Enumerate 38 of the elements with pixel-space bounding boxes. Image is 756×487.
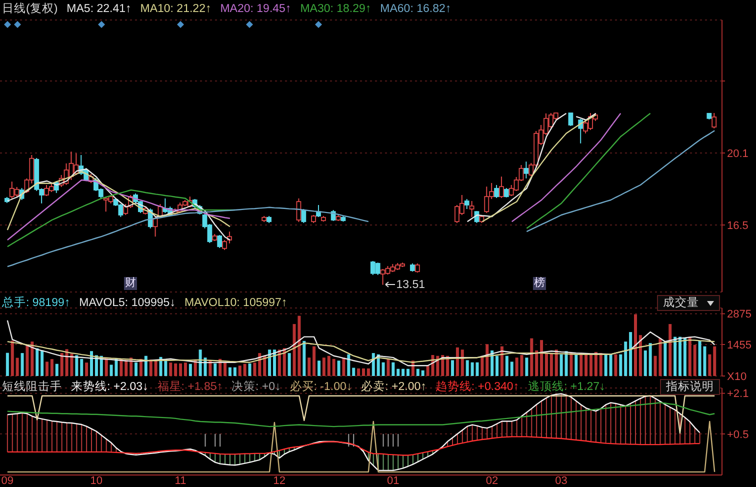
text: MA5: 22.41↑ <box>66 2 132 16</box>
y-tick-label: 16.5 <box>727 220 748 232</box>
text: MAVOL10: 105997↑ <box>184 296 288 310</box>
text: 决策: +0↓ <box>232 380 281 394</box>
y-tick-label: +2.1 <box>727 388 749 400</box>
y-tick-label: +0.5 <box>727 428 749 441</box>
chart-title: 短线阻击手 <box>2 380 62 394</box>
annotation: 财 <box>124 277 137 290</box>
annotation: 榜 <box>533 277 546 290</box>
x-tick-label: 02 <box>486 474 498 487</box>
annotation: 指标说明 <box>666 380 714 394</box>
button: 指标说明 <box>660 379 720 395</box>
text: MA20: 19.45↑ <box>220 2 292 16</box>
text: MAVOL5: 109995↓ <box>79 296 176 310</box>
text: 趋势线: +0.340↑ <box>435 380 520 394</box>
y-tick-label: 20.1 <box>727 148 748 160</box>
y-tick-label: X10 <box>727 370 747 383</box>
text: 必买: -1.00↓ <box>290 380 352 394</box>
annotation: 13.51 <box>396 278 426 292</box>
x-tick-label: 01 <box>387 474 400 487</box>
y-tick-label: 1455 <box>727 339 752 352</box>
text: MA10: 21.22↑ <box>140 2 212 16</box>
x-tick-label: 03 <box>555 474 568 487</box>
y-tick-label: 2875 <box>727 308 752 321</box>
text: 总手: 98199↑ <box>2 296 70 310</box>
series-label: 逃顶线: +1.27↓ <box>528 380 606 394</box>
x-tick-label: 12 <box>273 474 286 487</box>
text: MA30: 18.29↑ <box>300 2 372 16</box>
text: 来势线: +2.03↓ <box>71 380 148 394</box>
series-label: 必卖: +2.00↑ <box>361 380 426 394</box>
dropdown: 成交量 <box>657 295 720 311</box>
x-tick-label: 11 <box>174 474 186 487</box>
chart-title: 日线(复权) <box>2 2 58 16</box>
text: MA60: 16.82↑ <box>380 2 452 16</box>
x-tick-label: 09 <box>1 474 14 487</box>
x-tick-label: 10 <box>90 474 103 487</box>
text: 福星: +1.85↑ <box>157 380 222 394</box>
annotation: 成交量 <box>663 296 699 310</box>
